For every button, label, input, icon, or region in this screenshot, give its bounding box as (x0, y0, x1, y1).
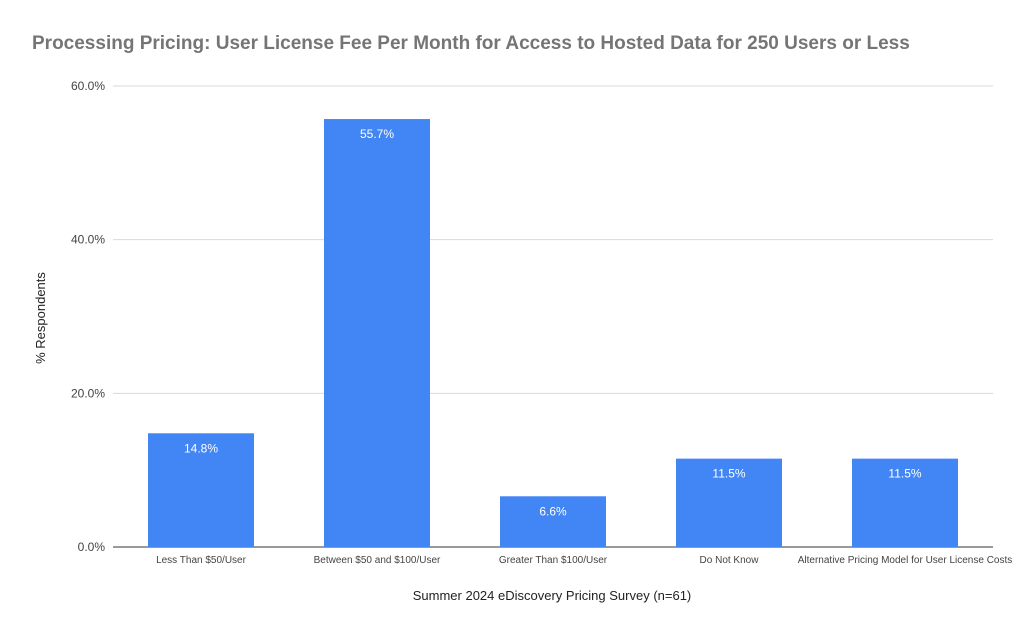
bar (676, 458, 782, 547)
x-category-label: Greater Than $100/User (499, 555, 608, 566)
x-category-label: Less Than $50/User (156, 555, 247, 566)
y-tick-label: 0.0% (78, 540, 106, 554)
y-tick-label: 60.0% (71, 79, 105, 93)
bar (324, 119, 430, 547)
bar-data-label: 6.6% (539, 504, 567, 518)
bar-data-label: 11.5% (888, 467, 921, 481)
bar-data-label: 11.5% (712, 467, 745, 481)
y-axis-title: % Respondents (33, 272, 48, 364)
bar (852, 458, 958, 547)
bar-data-label: 14.8% (184, 441, 218, 455)
bar-data-label: 55.7% (360, 127, 394, 141)
x-category-label: Alternative Pricing Model for User Licen… (798, 555, 1013, 566)
y-tick-label: 20.0% (71, 386, 105, 400)
x-category-label: Between $50 and $100/User (314, 555, 441, 566)
y-tick-label: 40.0% (71, 233, 105, 247)
x-axis-title: Summer 2024 eDiscovery Pricing Survey (n… (413, 588, 692, 603)
x-category-label: Do Not Know (700, 555, 760, 566)
bar (500, 496, 606, 547)
chart-title: Processing Pricing: User License Fee Per… (32, 33, 910, 54)
bar (148, 433, 254, 547)
